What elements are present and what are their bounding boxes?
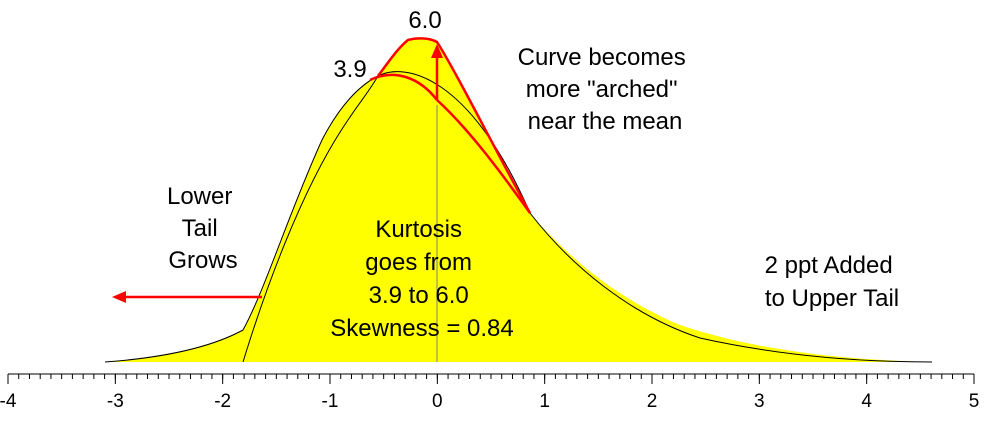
- arched-note-line: Curve becomes: [518, 44, 686, 71]
- old-peak-curve: [369, 73, 532, 214]
- upper-tail-note-line: 2 ppt Added: [765, 252, 893, 279]
- new-peak-label: 6.0: [408, 7, 441, 34]
- tick-label: 1: [539, 391, 550, 412]
- kurtosis-note-line: 3.9 to 6.0: [369, 282, 469, 309]
- new-peak-curve: [376, 37, 532, 214]
- minor-ticks: [7, 374, 975, 379]
- tick-label: 3: [754, 391, 765, 412]
- arched-note-line: more "arched": [526, 76, 678, 103]
- old-distribution-curve: [104, 71, 933, 363]
- arched-note-line: near the mean: [528, 108, 683, 135]
- peak-arrow-head: [431, 44, 443, 58]
- arched-note: Curve becomes more "arched" near the mea…: [518, 44, 693, 135]
- tick-label: 0: [432, 391, 443, 412]
- tick-label: 5: [969, 391, 980, 412]
- upper-tail-note: 2 ppt Added to Upper Tail: [765, 252, 900, 312]
- tick-label: -1: [322, 391, 339, 412]
- lower-tail-note-line: Grows: [168, 247, 237, 274]
- tick-label: 4: [861, 391, 872, 412]
- upper-tail-note-line: to Upper Tail: [765, 285, 899, 312]
- kurtosis-note-line: Kurtosis: [375, 216, 462, 243]
- tick-label: -2: [214, 391, 231, 412]
- tick-label: 2: [647, 391, 658, 412]
- distribution-fill: [105, 38, 932, 363]
- tick-label: -4: [0, 391, 17, 412]
- tick-label: -3: [107, 391, 124, 412]
- lower-tail-note-line: Lower: [167, 183, 232, 210]
- lower-tail-note: Lower Tail Grows: [167, 183, 239, 274]
- major-ticks: -4 -3 -2 -1 0 1 2 3 4 5: [0, 374, 979, 412]
- kurtosis-note-line: goes from: [365, 249, 472, 276]
- x-axis: -4 -3 -2 -1 0 1 2 3 4 5: [0, 373, 979, 412]
- lower-tail-arrow-head: [112, 291, 126, 303]
- kurtosis-note: Kurtosis goes from 3.9 to 6.0 Skewness =…: [330, 216, 513, 342]
- old-peak-label: 3.9: [333, 56, 366, 83]
- lower-tail-note-line: Tail: [182, 215, 218, 242]
- kurtosis-note-line: Skewness = 0.84: [330, 315, 513, 342]
- new-left-edge: [242, 75, 379, 363]
